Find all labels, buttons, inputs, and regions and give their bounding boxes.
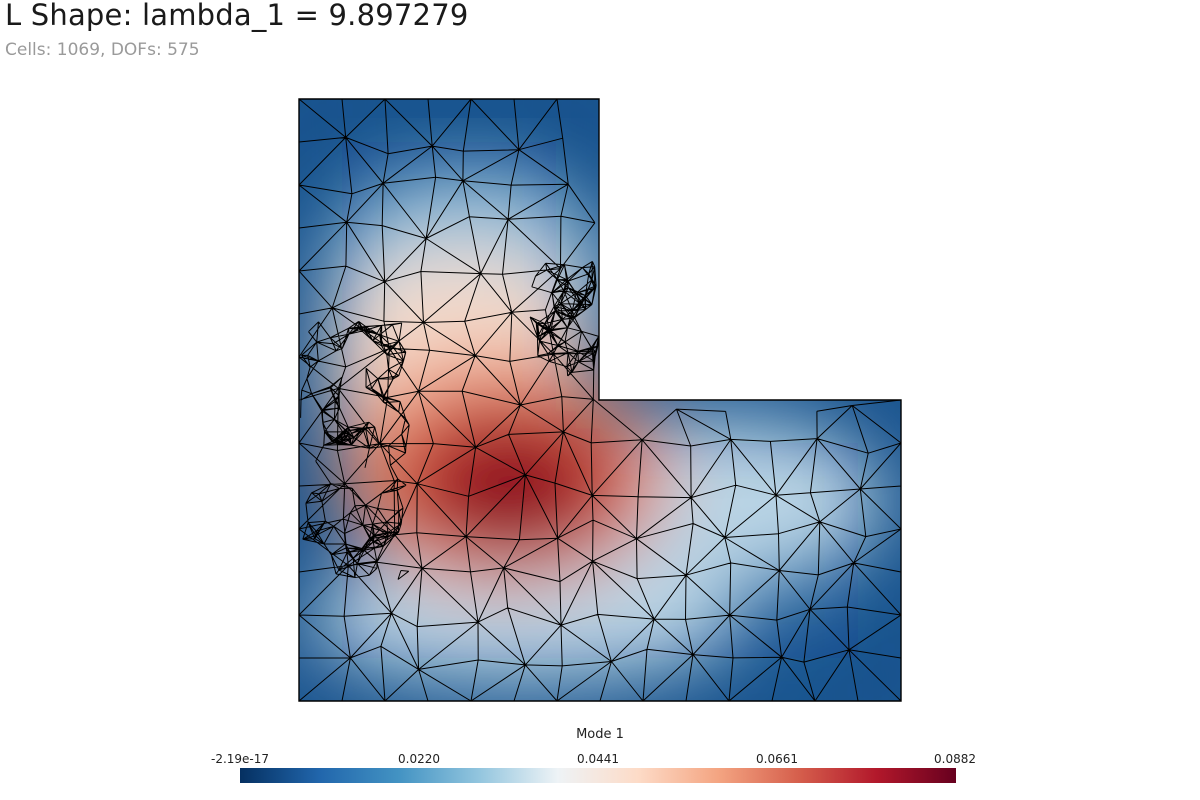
- triangle-mesh: [299, 99, 901, 701]
- colorbar-tick-4: 0.0882: [934, 752, 976, 766]
- colorbar-tick-1: 0.0220: [398, 752, 440, 766]
- colorbar-tick-2: 0.0441: [577, 752, 619, 766]
- colorbar-tick-3: 0.0661: [756, 752, 798, 766]
- plot-title: L Shape: lambda_1 = 9.897279: [5, 0, 469, 32]
- mesh-edges: [299, 99, 901, 701]
- plot-subtitle: Cells: 1069, DOFs: 575: [5, 40, 200, 60]
- colorbar: [240, 768, 956, 783]
- colorbar-title: Mode 1: [576, 727, 624, 742]
- domain-boundary: [298, 98, 902, 702]
- colorbar-tick-0: -2.19e-17: [210, 752, 270, 766]
